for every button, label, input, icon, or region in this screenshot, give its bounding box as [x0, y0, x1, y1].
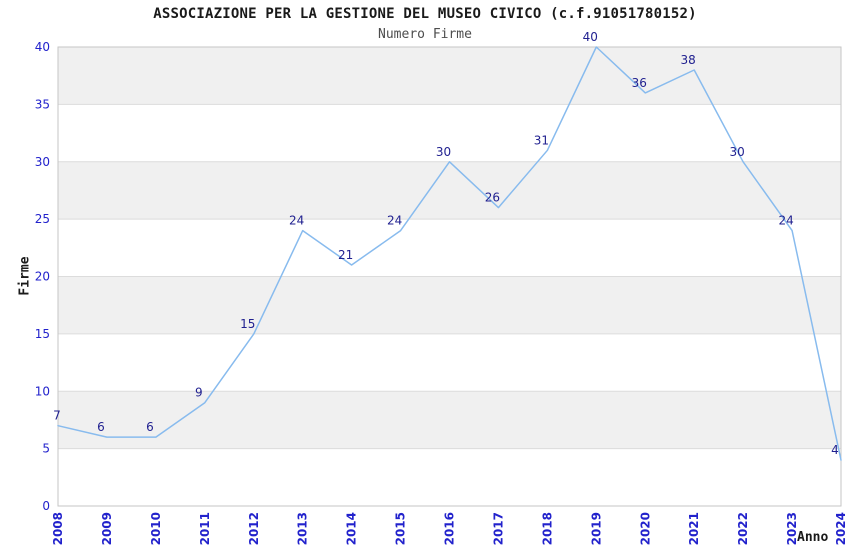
y-tick-label: 0 — [42, 499, 50, 513]
plot-band — [58, 333, 841, 392]
y-tick-label: 25 — [35, 212, 50, 226]
y-tick-label: 20 — [35, 270, 50, 284]
y-axis-label: Firme — [17, 256, 33, 296]
chart-subtitle: Numero Firme — [378, 27, 472, 42]
x-tick-label: 2020 — [638, 512, 652, 545]
x-tick-label: 2014 — [345, 512, 359, 545]
data-line — [57, 46, 842, 461]
plot-band — [58, 104, 841, 162]
plot-band — [58, 47, 841, 105]
plot-border — [57, 46, 842, 507]
data-point-label: 6 — [97, 420, 105, 434]
data-point-label: 9 — [195, 386, 203, 400]
x-tick-label: 2013 — [296, 512, 310, 545]
data-point-label: 30 — [729, 145, 744, 159]
x-tick-label: 2015 — [394, 512, 408, 545]
data-point-label: 24 — [387, 214, 402, 228]
plot-band — [58, 219, 841, 277]
data-point-label: 36 — [632, 76, 647, 90]
y-tick-label: 30 — [35, 155, 50, 169]
x-tick-label: 2011 — [198, 512, 212, 545]
x-tick-label: 2017 — [491, 512, 505, 545]
plot-band — [58, 276, 841, 334]
x-axis-label: Anno — [797, 530, 829, 545]
data-point-label: 38 — [681, 53, 696, 67]
data-point-label: 15 — [240, 317, 255, 331]
plot-band — [58, 161, 841, 220]
x-tick-label: 2009 — [100, 512, 114, 545]
data-point-label: 21 — [338, 248, 353, 262]
y-tick-label: 10 — [35, 384, 50, 398]
data-point-label: 30 — [436, 145, 451, 159]
x-tick-label: 2016 — [443, 512, 457, 545]
data-point-label: 31 — [534, 133, 549, 147]
plot-band — [58, 448, 841, 506]
data-point-label: 4 — [831, 443, 839, 457]
data-point-label: 26 — [485, 191, 500, 205]
x-tick-label: 2022 — [736, 512, 750, 545]
data-point-label: 6 — [146, 420, 154, 434]
y-tick-label: 35 — [35, 97, 50, 111]
x-tick-label: 2019 — [589, 512, 603, 545]
x-tick-label: 2021 — [687, 512, 701, 545]
x-tick-label: 2008 — [51, 512, 65, 545]
x-tick-label: 2010 — [149, 512, 163, 545]
chart-title: ASSOCIAZIONE PER LA GESTIONE DEL MUSEO C… — [153, 6, 697, 22]
y-tick-label: 5 — [42, 442, 50, 456]
data-point-label: 40 — [583, 30, 598, 44]
plot-band — [58, 391, 841, 449]
x-tick-label: 2018 — [540, 512, 554, 545]
y-tick-label: 40 — [35, 40, 50, 54]
x-tick-label: 2012 — [247, 512, 261, 545]
data-point-label: 24 — [289, 214, 304, 228]
x-tick-label: 2023 — [785, 512, 799, 545]
data-point-label: 7 — [53, 409, 61, 423]
data-point-label: 24 — [778, 214, 793, 228]
y-tick-label: 15 — [35, 327, 50, 341]
x-tick-label: 2024 — [834, 512, 848, 545]
